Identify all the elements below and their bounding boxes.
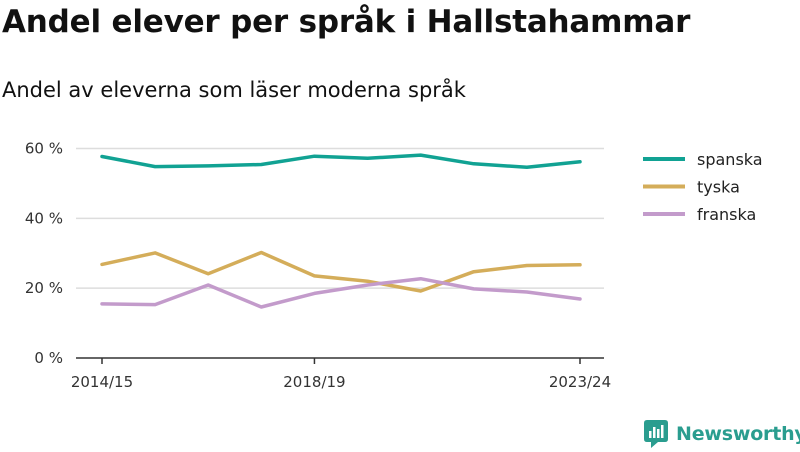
newsworthy-logo-icon: [644, 420, 668, 448]
brand-logo: Newsworthy: [644, 420, 800, 448]
y-tick-label: 60 %: [25, 139, 63, 157]
y-tick-label: 20 %: [25, 279, 63, 297]
chart-title: Andel elever per språk i Hallstahammar: [2, 4, 691, 40]
y-tick-label: 0 %: [34, 349, 63, 367]
legend-label-franska: franska: [697, 205, 756, 224]
series-line-spanska: [100, 153, 582, 170]
x-tick-label: 2014/15: [71, 373, 133, 391]
legend-label-spanska: spanska: [697, 150, 763, 169]
series-line-tyska: [100, 250, 582, 293]
x-tick-label: 2018/19: [283, 373, 345, 391]
brand-name: Newsworthy: [676, 423, 800, 445]
legend-label-tyska: tyska: [697, 178, 740, 197]
x-tick-label: 2023/24: [549, 373, 611, 391]
y-tick-label: 40 %: [25, 209, 63, 227]
series-line-franska: [100, 276, 582, 309]
chart-subtitle: Andel av eleverna som läser moderna språ…: [2, 78, 466, 102]
